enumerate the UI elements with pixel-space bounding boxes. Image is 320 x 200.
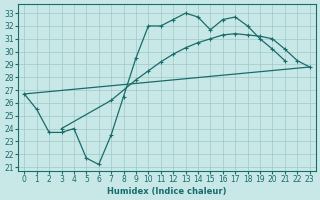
X-axis label: Humidex (Indice chaleur): Humidex (Indice chaleur) (107, 187, 227, 196)
